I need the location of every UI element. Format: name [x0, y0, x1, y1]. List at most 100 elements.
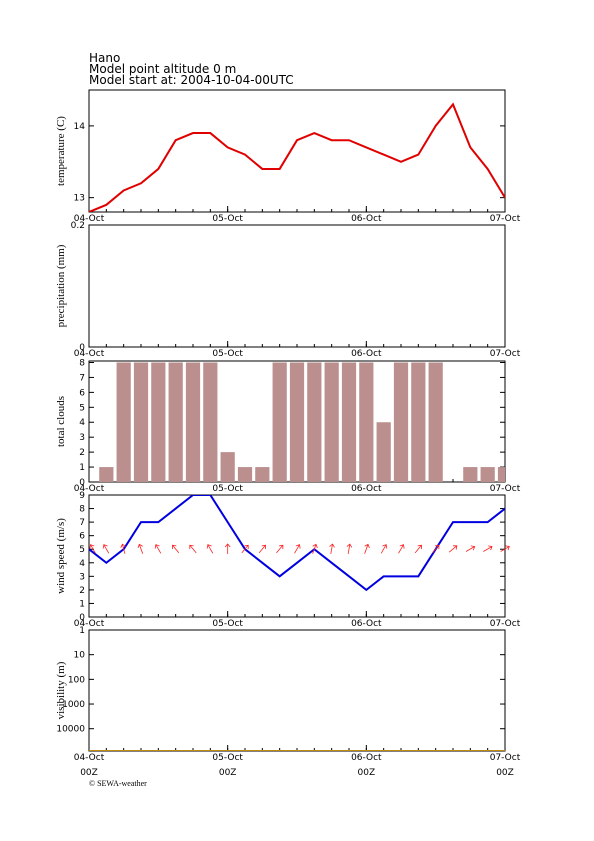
x-tick-label: 04-Oct — [74, 349, 105, 359]
y-tick-label: 8 — [79, 505, 85, 515]
y-tick-label: 13 — [74, 194, 85, 204]
wind-arrow — [414, 544, 422, 554]
y-tick-label: 7 — [79, 518, 85, 528]
bar — [393, 362, 409, 482]
y-tick-label: 14 — [74, 122, 86, 132]
wind-arrow-shape — [398, 544, 405, 554]
wind-arrow — [224, 543, 231, 554]
wind-arrow-shape — [258, 544, 266, 554]
wind-arrow-shape — [102, 544, 110, 554]
wind-arrow — [380, 544, 388, 554]
x-tick-sublabel: 00Z — [496, 768, 514, 778]
y-tick-label: 8 — [79, 358, 85, 368]
y-axis-label: wind speed (m/s) — [55, 518, 67, 594]
y-tick-label: 0.2 — [71, 221, 85, 231]
y-tick-label: 100 — [68, 675, 85, 685]
x-tick-label: 07-Oct — [490, 484, 521, 494]
wind-arrow-shape — [241, 544, 249, 554]
bar — [324, 362, 339, 482]
wind-arrow-shape — [465, 545, 476, 552]
x-tick-label: 04-Oct — [74, 214, 105, 224]
wind-arrow-shape — [276, 544, 284, 554]
wind-arrow-shape — [380, 544, 388, 554]
altitude: Model point altitude 0 m — [89, 62, 236, 76]
y-tick-label: 0 — [79, 343, 85, 353]
y-axis-label: visibility (m) — [55, 661, 67, 719]
bar — [411, 362, 426, 482]
wind-arrow — [172, 544, 180, 554]
wind-arrow — [465, 545, 476, 552]
y-axis-label: temperature (C) — [55, 116, 67, 186]
y-tick-label: 5 — [79, 545, 85, 555]
wind-arrow — [120, 543, 126, 554]
x-tick-label: 05-Oct — [212, 619, 243, 629]
wind-arrow — [448, 545, 458, 553]
bar — [116, 362, 131, 482]
wind-arrow-shape — [312, 543, 318, 554]
bar — [359, 362, 374, 482]
x-tick-label: 06-Oct — [351, 214, 382, 224]
y-tick-label: 4 — [79, 418, 85, 428]
y-axis-label: precipitation (mm) — [55, 244, 67, 327]
wind-arrow-shape — [172, 544, 180, 554]
x-tick-label: 04-Oct — [74, 619, 105, 629]
x-tick-label: 07-Oct — [490, 619, 521, 629]
x-tick-label: 05-Oct — [212, 753, 243, 763]
wind-arrow-shape — [329, 543, 335, 554]
wind-arrow — [398, 544, 405, 554]
y-tick-label: 0 — [79, 478, 85, 488]
bar — [289, 362, 305, 482]
bar — [151, 362, 166, 482]
x-tick-label: 05-Oct — [212, 214, 243, 224]
y-tick-label: 1 — [79, 626, 85, 636]
x-tick-label: 07-Oct — [490, 349, 521, 359]
bar — [237, 467, 253, 482]
bar — [428, 362, 443, 482]
bar — [255, 467, 270, 482]
y-tick-label: 2 — [79, 586, 85, 596]
y-tick-label: 10000 — [56, 725, 85, 735]
x-tick-sublabel: 00Z — [219, 768, 237, 778]
y-tick-label: 6 — [79, 388, 85, 398]
x-tick-label: 07-Oct — [490, 214, 521, 224]
bar — [497, 467, 505, 482]
x-tick-label: 06-Oct — [351, 484, 382, 494]
wind-arrow — [432, 544, 440, 554]
wind-arrow-shape — [414, 544, 422, 554]
x-tick-label: 06-Oct — [351, 349, 382, 359]
wind-arrow-shape — [189, 544, 197, 554]
x-tick-label: 05-Oct — [212, 484, 243, 494]
wind-arrow-shape — [294, 544, 301, 554]
wind-arrow-shape — [346, 543, 353, 554]
y-tick-label: 2 — [79, 448, 85, 458]
y-tick-label: 7 — [79, 373, 85, 383]
bar — [203, 362, 218, 482]
y-tick-label: 3 — [79, 433, 85, 443]
start-time: Model start at: 2004-10-04-00UTC — [89, 73, 294, 87]
wind-arrow-shape — [448, 545, 458, 553]
bar — [99, 467, 114, 482]
y-tick-label: 4 — [79, 559, 85, 569]
y-tick-label: 9 — [79, 491, 85, 501]
y-tick-label: 10 — [74, 651, 86, 661]
bar — [480, 467, 495, 482]
x-tick-label: 06-Oct — [351, 619, 382, 629]
wind-arrow — [137, 543, 144, 554]
y-tick-label: 1 — [79, 463, 85, 473]
location: Hano — [89, 51, 120, 65]
x-tick-label: 05-Oct — [212, 349, 243, 359]
x-tick-sublabel: 00Z — [80, 768, 98, 778]
bar — [168, 362, 183, 482]
wind-arrow-shape — [89, 544, 96, 554]
bar — [272, 362, 287, 482]
y-tick-label: 1000 — [62, 700, 85, 710]
x-tick-label: 07-Oct — [490, 753, 521, 763]
wind-arrow — [154, 544, 162, 554]
data-line — [89, 102, 505, 212]
wind-arrow — [102, 544, 110, 554]
bar — [185, 362, 201, 482]
wind-arrow-shape — [500, 545, 510, 552]
wind-arrow-shape — [224, 543, 231, 554]
x-tick-label: 04-Oct — [74, 484, 105, 494]
